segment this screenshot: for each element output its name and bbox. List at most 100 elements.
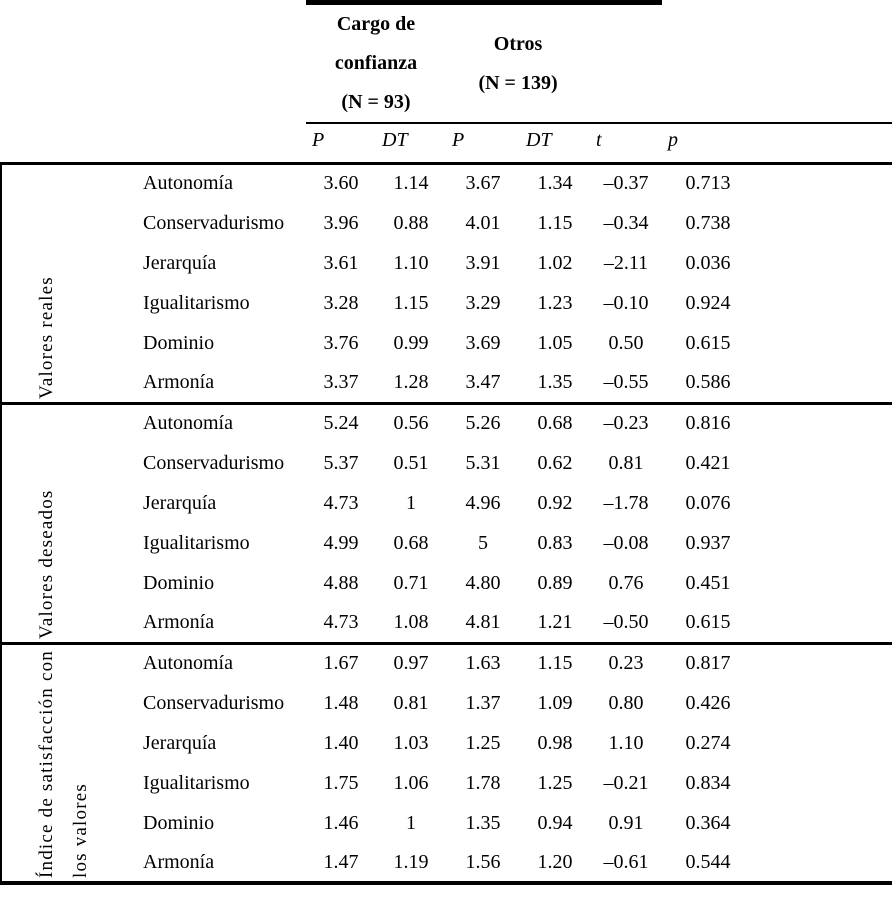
value-cell: 1.25 <box>465 731 501 754</box>
value-cell: 3.91 <box>465 251 501 274</box>
value-cell: 1.20 <box>520 843 591 885</box>
value-cell: 0.713 <box>685 172 731 195</box>
value-cell: 0.92 <box>537 491 573 514</box>
table-row: Jerarquía 4.73 1 4.96 0.92 –1.78 0.076 <box>1 483 892 523</box>
spacer-cell <box>754 443 892 483</box>
table-row: Valores deseados Autonomía 5.24 0.56 5.26 0.6… <box>0 403 892 645</box>
value-cell: 1.56 <box>446 843 521 885</box>
value-cell: 0.738 <box>685 211 731 234</box>
value-cell: 3.69 <box>465 331 501 354</box>
value-cell: 1.03 <box>393 731 429 754</box>
row-group-label-cell: Valores reales <box>0 163 141 405</box>
value-cell: 0.83 <box>537 531 573 554</box>
table-row: Igualitarismo 3.28 1.15 3.29 1.23 –0.10 0.924 <box>1 283 892 323</box>
spacer-cell <box>754 483 892 523</box>
table-row: Conservadurismo 5.37 0.51 5.31 0.62 0.81 0.421 <box>1 443 892 483</box>
value-cell: 1.15 <box>393 291 429 314</box>
value-cell: 1.34 <box>537 172 573 195</box>
column-header-t: t <box>590 123 663 165</box>
value-cell: 1.35 <box>465 811 501 834</box>
value-cell: 1.46 <box>323 811 359 834</box>
value-cell: 1.19 <box>376 843 447 885</box>
value-cell: 0.56 <box>393 412 429 435</box>
spacer-cell <box>754 403 892 443</box>
value-cell: 0.68 <box>537 412 573 435</box>
value-cell: 0.99 <box>393 331 429 354</box>
value-cell: 0.615 <box>685 331 731 354</box>
value-cell: 3.96 <box>323 211 359 234</box>
row-group-label-cell: Valores deseados <box>0 403 141 645</box>
value-cell: 0.615 <box>662 603 755 645</box>
variable-name: Autonomía <box>143 172 233 195</box>
column-header-row: P DT P DT t p <box>1 123 892 165</box>
column-header-dt-otros: DT <box>520 123 591 165</box>
value-cell: 0.98 <box>537 731 573 754</box>
spacer-cell <box>754 803 892 843</box>
value-cell: 0.076 <box>685 491 731 514</box>
value-cell: 0.81 <box>393 691 429 714</box>
value-cell: 0.364 <box>685 811 731 834</box>
value-cell: 1.63 <box>465 652 501 675</box>
value-cell: 3.76 <box>323 331 359 354</box>
value-cell: 4.73 <box>306 603 376 645</box>
header-empty-cell <box>1 3 306 124</box>
value-cell: 3.47 <box>446 363 521 405</box>
value-cell: 5.37 <box>323 451 359 474</box>
spacer-cell <box>754 683 892 723</box>
variable-name: Dominio <box>143 571 215 594</box>
group-header-cargo-name: Cargo de confianza <box>334 13 418 74</box>
value-cell: 3.61 <box>323 251 359 274</box>
value-cell: 5.24 <box>323 412 359 435</box>
table-row: Armonía 3.37 1.28 3.47 1.35 –0.55 0.586 <box>1 363 892 405</box>
value-cell: 0.924 <box>685 291 731 314</box>
value-cell: 4.99 <box>323 531 359 554</box>
value-cell: –0.23 <box>603 412 649 435</box>
variable-name: Igualitarismo <box>143 771 250 794</box>
value-cell: –0.21 <box>603 771 649 794</box>
spacer-cell <box>754 723 892 763</box>
row-group-label-cell: Índice de satisfacción con los valores <box>0 643 141 885</box>
variable-name: Armonía <box>141 363 306 405</box>
table-row: Igualitarismo 1.75 1.06 1.78 1.25 –0.21 0.834 <box>1 763 892 803</box>
value-cell: –0.34 <box>603 211 649 234</box>
group-header-otros: Otros (N = 139) <box>446 0 591 124</box>
spacer-cell <box>754 603 892 645</box>
header-empty-cell <box>590 0 663 124</box>
value-cell: 0.816 <box>685 412 731 435</box>
variable-name: Dominio <box>143 811 215 834</box>
group-header-cargo-n: (N = 93) <box>341 91 411 113</box>
table-body: Valores reales Autonomía 3.60 1.14 3.67 1.34 –… <box>0 163 892 885</box>
table-row: Dominio 3.76 0.99 3.69 1.05 0.50 0.615 <box>1 323 892 363</box>
variable-name: Dominio <box>143 331 215 354</box>
value-cell: 3.67 <box>465 172 501 195</box>
header-empty-cell <box>1 123 306 165</box>
value-cell: 1.37 <box>465 691 501 714</box>
value-cell: 1.08 <box>376 603 447 645</box>
spacer-cell <box>754 163 892 203</box>
value-cell: 1.67 <box>323 652 359 675</box>
value-cell: 0.89 <box>537 571 573 594</box>
table-row: Valores reales Autonomía 3.60 1.14 3.67 1.34 –… <box>0 163 892 405</box>
spacer-cell <box>754 363 892 405</box>
value-cell: –0.55 <box>590 363 663 405</box>
value-cell: –0.61 <box>590 843 663 885</box>
value-cell: 0.586 <box>662 363 755 405</box>
value-cell: 0.23 <box>608 652 644 675</box>
value-cell: 1.02 <box>537 251 573 274</box>
value-cell: 1.40 <box>323 731 359 754</box>
variable-name: Armonía <box>141 843 306 885</box>
header-empty-cell <box>754 2 892 124</box>
column-header-p-otros: P <box>446 123 521 165</box>
table-row: Dominio 1.46 1 1.35 0.94 0.91 0.364 <box>1 803 892 843</box>
row-group-label: los valores <box>70 783 91 878</box>
value-cell: 0.94 <box>537 811 573 834</box>
value-cell: 1.10 <box>393 251 429 274</box>
spacer-cell <box>754 563 892 603</box>
value-cell: –0.08 <box>603 531 649 554</box>
value-cell: 4.73 <box>323 491 359 514</box>
value-cell: 0.544 <box>662 843 755 885</box>
table-row: Conservadurismo 3.96 0.88 4.01 1.15 –0.34 0.73… <box>1 203 892 243</box>
variable-name: Armonía <box>141 603 306 645</box>
value-cell: 1 <box>406 811 416 834</box>
